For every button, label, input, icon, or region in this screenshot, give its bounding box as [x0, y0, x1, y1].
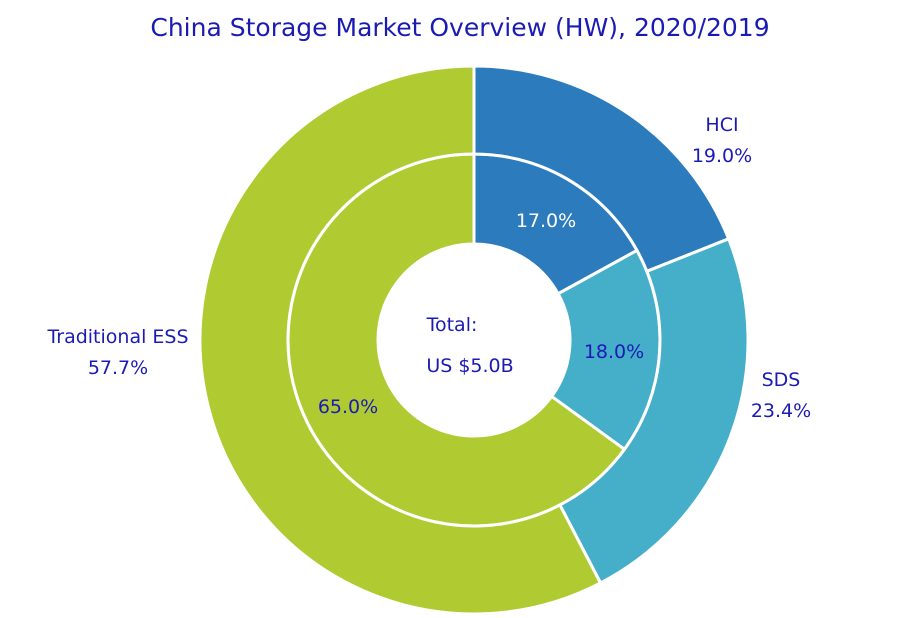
center-label-line2: US $5.0B — [426, 355, 513, 377]
outer-value-traditional-ess: 57.7% — [88, 357, 148, 379]
outer-category-traditional-ess: Traditional ESS — [46, 326, 188, 348]
outer-value-hci: 19.0% — [692, 145, 752, 167]
inner-label-sds: 18.0% — [584, 341, 644, 363]
outer-slice-sds — [557, 236, 750, 586]
rings — [198, 64, 750, 616]
chart-title: China Storage Market Overview (HW), 2020… — [150, 13, 769, 42]
inner-label-hci: 17.0% — [516, 210, 576, 232]
outer-value-sds: 23.4% — [751, 400, 811, 422]
center-label-line1: Total: — [426, 314, 478, 336]
inner-label-traditional-ess: 65.0% — [318, 396, 378, 418]
outer-slice-traditional-ess — [198, 64, 603, 616]
outer-category-sds: SDS — [762, 369, 801, 391]
outer-category-hci: HCI — [705, 114, 738, 136]
labels: 17.0% 18.0% 65.0% HCI 19.0% SDS 23.4% Tradition… — [46, 114, 811, 422]
